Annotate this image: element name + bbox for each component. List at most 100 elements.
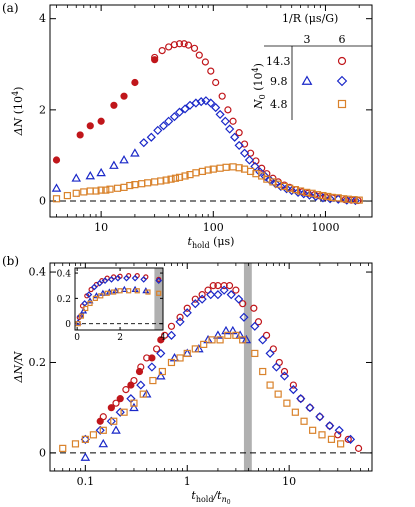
panel-b-point-s0-26 — [289, 381, 297, 389]
legend-marker-9-8-col3 — [301, 75, 313, 85]
panel-a-point-s1-9 — [201, 58, 209, 66]
panel-a-point-s4-8 — [106, 185, 114, 193]
panel-b-point-s2-21 — [265, 348, 275, 359]
panel-b-point-s4-22 — [259, 367, 267, 376]
panel-b-point-s2-23 — [279, 371, 290, 381]
panel-a-point-s4-15 — [151, 178, 159, 186]
panel-b-point-s4-20 — [239, 336, 247, 344]
panel-a-point-s2-5 — [119, 155, 129, 164]
panel-b-point-s3-2 — [111, 425, 121, 434]
panel-b-point-s2-29 — [334, 425, 344, 435]
inset-point-s2-2 — [86, 297, 94, 304]
panel-b-point-s1-5 — [148, 354, 156, 362]
inset-point-s3-4 — [92, 295, 98, 301]
inset-point-s1-6 — [108, 276, 115, 283]
inset-point-s3-0 — [75, 321, 81, 327]
panel-a-points — [51, 40, 363, 206]
panel-a-point-s2-1 — [71, 173, 82, 182]
panel-b-point-s2-10 — [182, 308, 192, 318]
panel-a-point-s3-9 — [191, 98, 201, 108]
panel-b-point-s0-25 — [280, 367, 289, 376]
panel-b-point-s0-20 — [250, 304, 258, 312]
panel-b-point-s2-24 — [288, 385, 298, 395]
panel-b-point-s4-25 — [283, 399, 291, 407]
panel-a-point-s1-3 — [170, 41, 179, 49]
panel-a-point-s3-31 — [304, 190, 315, 200]
inset-point-s0-3 — [88, 286, 94, 293]
panel-b-point-s4-4 — [99, 426, 107, 434]
panel-b-point-s2-2 — [106, 416, 116, 426]
panel-a-point-s3-28 — [287, 185, 297, 196]
legend-row-14-3: 14.3 — [266, 55, 291, 68]
panel-b-point-s2-19 — [250, 321, 260, 331]
panel-a-point-s1-11 — [212, 78, 220, 87]
inset-point-s1-11 — [155, 277, 163, 285]
inset-point-s3-9 — [126, 288, 132, 294]
panel-a-point-s4-49 — [339, 195, 348, 203]
panel-a-point-s3-5 — [169, 112, 179, 122]
panel-b-point-s4-23 — [266, 381, 274, 389]
panel-a-point-s3-11 — [201, 96, 211, 106]
panel-b-point-s4-24 — [274, 390, 282, 398]
panel-b-point-s4-8 — [139, 390, 147, 398]
panel-a-point-s2-0 — [51, 183, 62, 192]
panel-b-point-s0-10 — [183, 304, 191, 312]
panel-a-point-s3-6 — [174, 107, 185, 117]
panel-a-point-s1-7 — [190, 44, 199, 52]
inset-points — [74, 272, 163, 327]
panel-b-point-s2-28 — [325, 421, 335, 431]
panel-a-x-tick-label-1: 100 — [203, 221, 224, 234]
legend-markers — [301, 56, 348, 109]
panel-a-point-s4-10 — [120, 183, 128, 191]
panel-b-point-s2-27 — [315, 412, 325, 422]
panel-b-point-s2-11 — [190, 299, 200, 309]
panel-b-point-s0-19 — [239, 300, 247, 308]
panel-b-y-tick-label-0: 0 — [39, 446, 46, 459]
panel-a-point-s4-17 — [162, 176, 170, 184]
inset-point-s1-10 — [140, 276, 148, 283]
panel-a-point-s0-6 — [131, 78, 139, 87]
panel-a-point-s4-28 — [222, 163, 230, 171]
panel-b-y-tick-label-1: 0.2 — [29, 356, 47, 369]
panel-a-point-s4-52 — [355, 196, 363, 204]
panel-a-point-s0-5 — [120, 92, 128, 100]
panel-b-point-s3-5 — [156, 371, 166, 380]
inset-frame — [74, 267, 164, 331]
panel-b-point-s3-9 — [203, 334, 213, 344]
panel-b-point-s2-12 — [197, 294, 207, 304]
panel-a-point-s4-11 — [126, 181, 134, 190]
panel-a-point-s4-26 — [209, 165, 217, 173]
legend-marker-14-3-col6 — [337, 56, 347, 66]
panel-b-point-s0-1 — [112, 399, 120, 407]
panel-a-point-s1-6 — [184, 41, 193, 49]
panel-b-point-s1-3 — [127, 381, 135, 389]
panel-b-point-s2-15 — [219, 285, 229, 295]
inset-chart: 0 2 4 0 0.2 0.4 — [57, 267, 166, 343]
panel-b-frame — [49, 262, 373, 472]
panel-b-point-s3-0 — [80, 452, 91, 461]
panel-a-point-s0-3 — [97, 117, 105, 125]
panel-a-point-s4-23 — [192, 169, 200, 177]
panel-a-point-s3-3 — [158, 121, 169, 131]
panel-a-point-s3-19 — [239, 148, 250, 158]
panel-b-point-s4-10 — [158, 367, 166, 376]
inset-point-s3-5 — [98, 293, 104, 299]
panel-b-point-s2-22 — [271, 362, 282, 372]
panel-a-point-s4-19 — [171, 174, 180, 182]
panel-b-ticks: 0.1 1 10 0 0.2 0.4 — [29, 263, 372, 488]
panel-b-point-s3-10 — [213, 330, 223, 339]
panel-a-point-s3-10 — [196, 97, 206, 107]
legend-row-9-8: 9.8 — [270, 75, 288, 88]
panel-b-point-s4-29 — [318, 431, 326, 439]
panel-a-point-s2-2 — [85, 171, 96, 180]
inset-point-s3-8 — [117, 288, 123, 294]
panel-b-point-s4-28 — [309, 426, 317, 434]
panel-b-point-s2-6 — [147, 362, 157, 372]
panel-b-point-s0-21 — [254, 318, 263, 326]
panel-a-point-s1-19 — [258, 164, 266, 172]
panel-a-point-s2-6 — [130, 148, 140, 157]
inset-point-s1-4 — [96, 279, 104, 287]
panel-a-chart: 10 100 1000 0 2 4 ΔN (104) thold (μs) 1/R (μs… — [11, 4, 373, 250]
panel-a-point-s4-32 — [246, 167, 255, 176]
panel-a-point-s3-29 — [293, 187, 303, 197]
